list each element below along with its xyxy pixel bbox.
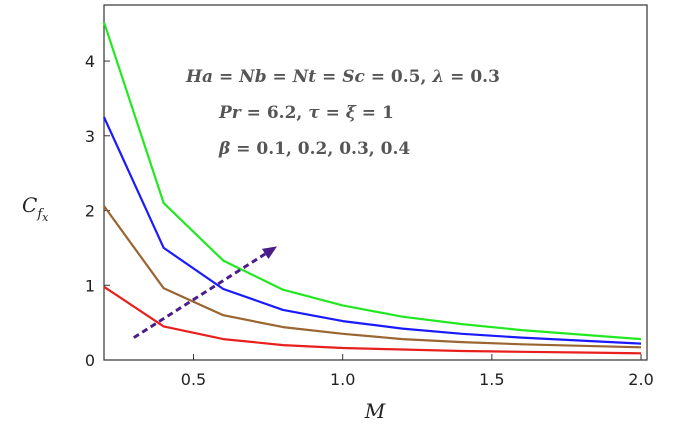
annotation-line1: Ha = Nb = Nt = Sc = 0.5, λ = 0.3: [185, 67, 500, 87]
annotation-line3: β = 0.1, 0.2, 0.3, 0.4: [218, 139, 410, 159]
y-tick-label: 3: [85, 127, 95, 146]
annotation-part: ξ: [346, 103, 357, 123]
y-tick-label: 4: [85, 52, 95, 71]
x-axis-label: M: [364, 399, 386, 423]
y-tick-label: 1: [85, 276, 95, 295]
annotation-part: Nb: [238, 67, 266, 87]
y-axis-label-sub: f: [36, 207, 44, 222]
y-axis-label-main: C: [22, 193, 37, 217]
annotation-part: λ: [431, 67, 444, 87]
annotation-part: =: [320, 103, 346, 123]
annotation-part: = 0.3: [444, 67, 500, 87]
annotation-part: = 0.1, 0.2, 0.3, 0.4: [230, 139, 410, 159]
y-tick-label: 2: [85, 202, 95, 221]
annotation-part: Nt: [292, 67, 317, 87]
trend-arrow-head: [262, 246, 277, 259]
x-tick-label: 1.0: [330, 370, 355, 389]
y-axis-label: Cfx: [22, 193, 49, 224]
x-tick-label: 2.0: [628, 370, 653, 389]
annotation-part: =: [267, 67, 293, 87]
trend-arrow-shaft: [133, 252, 267, 339]
annotation-part: Sc: [342, 67, 365, 87]
annotation-part: τ: [308, 103, 320, 123]
annotation-line2: Pr = 6.2, τ = ξ = 1: [218, 103, 394, 123]
annotation-part: β: [218, 139, 230, 159]
x-tick-label: 0.5: [181, 370, 206, 389]
series-line-3: [102, 116, 642, 345]
y-tick-label: 0: [85, 351, 95, 370]
annotation-part: =: [316, 67, 342, 87]
annotation-part: = 6.2,: [241, 103, 309, 123]
series-line-1: [103, 285, 642, 355]
y-axis-label-subsub: x: [42, 211, 49, 224]
series-line-4: [102, 21, 642, 341]
series-line-2: [103, 205, 642, 349]
annotation-part: Ha: [185, 67, 213, 87]
annotation-part: =: [213, 67, 239, 87]
x-tick-label: 1.5: [479, 370, 504, 389]
annotation-part: = 1: [356, 103, 394, 123]
annotation-part: = 0.5,: [365, 67, 433, 87]
annotation-part: Pr: [218, 103, 242, 123]
plot-frame: [103, 4, 648, 361]
